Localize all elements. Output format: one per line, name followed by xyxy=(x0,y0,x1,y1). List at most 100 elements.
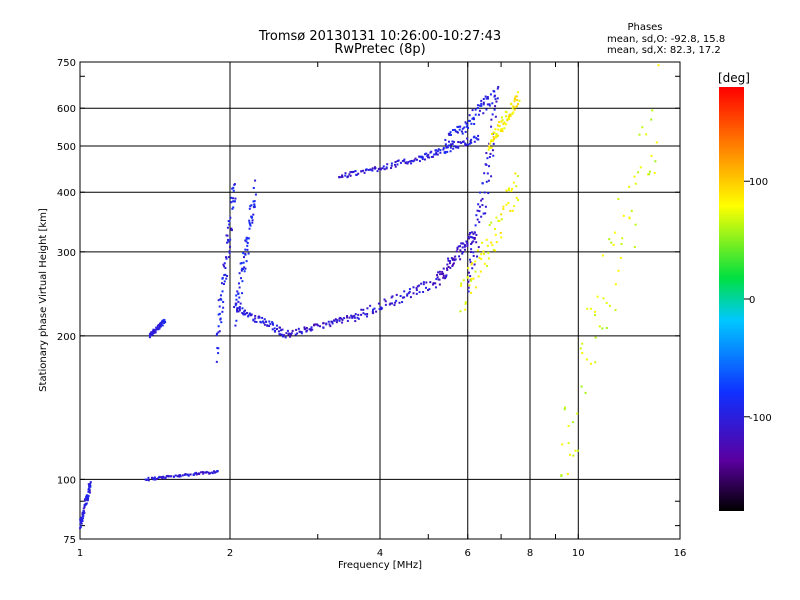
data-point xyxy=(87,495,90,498)
data-point xyxy=(451,142,454,145)
data-point xyxy=(327,320,330,323)
data-point xyxy=(349,174,352,177)
data-point xyxy=(217,331,220,334)
data-point xyxy=(353,316,356,319)
data-point xyxy=(453,128,456,131)
data-point xyxy=(418,155,421,158)
data-point xyxy=(585,358,588,361)
data-point xyxy=(471,109,474,112)
data-point xyxy=(462,242,465,245)
data-point xyxy=(471,262,474,265)
data-point xyxy=(305,327,308,330)
data-point xyxy=(193,472,196,475)
data-point xyxy=(566,472,569,475)
data-point xyxy=(210,471,213,474)
data-point xyxy=(238,286,241,289)
data-point xyxy=(415,287,418,290)
data-point xyxy=(560,474,563,477)
data-point xyxy=(406,293,409,296)
data-point xyxy=(239,262,242,265)
data-point xyxy=(303,328,306,331)
data-point xyxy=(471,267,474,270)
data-point xyxy=(657,64,660,67)
data-point xyxy=(238,272,241,275)
data-point xyxy=(487,179,490,182)
data-point xyxy=(401,296,404,299)
data-point xyxy=(498,120,501,123)
data-point xyxy=(478,104,481,107)
data-point xyxy=(215,334,218,337)
data-point xyxy=(458,255,461,258)
data-point xyxy=(273,327,276,330)
data-point xyxy=(456,246,459,249)
data-point xyxy=(346,175,349,178)
data-point xyxy=(454,130,457,133)
data-point xyxy=(475,241,478,244)
data-point xyxy=(235,298,238,301)
data-point xyxy=(249,223,252,226)
data-point xyxy=(174,474,177,477)
data-point xyxy=(223,262,226,265)
data-point xyxy=(254,314,257,317)
data-point xyxy=(311,328,314,331)
data-point xyxy=(254,317,257,320)
data-point xyxy=(178,475,181,478)
x-tick-label: 4 xyxy=(377,548,383,559)
data-point xyxy=(495,133,498,136)
data-point xyxy=(377,302,380,305)
data-point xyxy=(486,95,489,98)
data-point xyxy=(459,245,462,248)
data-point xyxy=(488,146,491,149)
data-point xyxy=(246,248,249,251)
data-point xyxy=(464,308,467,311)
data-point xyxy=(238,305,241,308)
data-point xyxy=(467,236,470,239)
data-point xyxy=(436,274,439,277)
data-point xyxy=(215,332,218,335)
data-point xyxy=(207,471,210,474)
data-point xyxy=(479,191,482,194)
data-point xyxy=(492,132,495,135)
data-point xyxy=(472,118,475,121)
data-point xyxy=(439,273,442,276)
data-point xyxy=(217,352,220,355)
data-point xyxy=(488,104,491,107)
data-point xyxy=(467,143,470,146)
data-point xyxy=(226,226,229,229)
data-point xyxy=(335,321,338,324)
data-point xyxy=(581,342,584,345)
data-point xyxy=(487,97,490,100)
data-point xyxy=(246,244,249,247)
data-point xyxy=(514,106,517,109)
data-point xyxy=(421,158,424,161)
data-point xyxy=(237,310,240,313)
data-point xyxy=(500,116,503,119)
data-point xyxy=(628,185,631,188)
data-point xyxy=(488,145,491,148)
data-point xyxy=(434,282,437,285)
data-point xyxy=(463,126,466,129)
data-point xyxy=(275,324,278,327)
data-point xyxy=(511,107,514,110)
data-point xyxy=(202,472,205,475)
data-point xyxy=(281,328,284,331)
data-point xyxy=(613,231,616,234)
data-point xyxy=(357,172,360,175)
data-point xyxy=(455,130,458,133)
data-point xyxy=(503,127,506,130)
data-point xyxy=(249,224,252,227)
data-point xyxy=(469,251,472,254)
data-point xyxy=(479,270,482,273)
data-point xyxy=(198,473,201,476)
data-point xyxy=(475,214,478,217)
data-point xyxy=(242,261,245,264)
data-point xyxy=(633,175,636,178)
data-point xyxy=(500,128,503,131)
data-point xyxy=(469,140,472,143)
data-point xyxy=(474,270,477,273)
data-point xyxy=(621,237,624,240)
data-point xyxy=(442,274,445,277)
data-point xyxy=(451,140,454,143)
data-point xyxy=(239,277,242,280)
data-points xyxy=(79,64,660,530)
